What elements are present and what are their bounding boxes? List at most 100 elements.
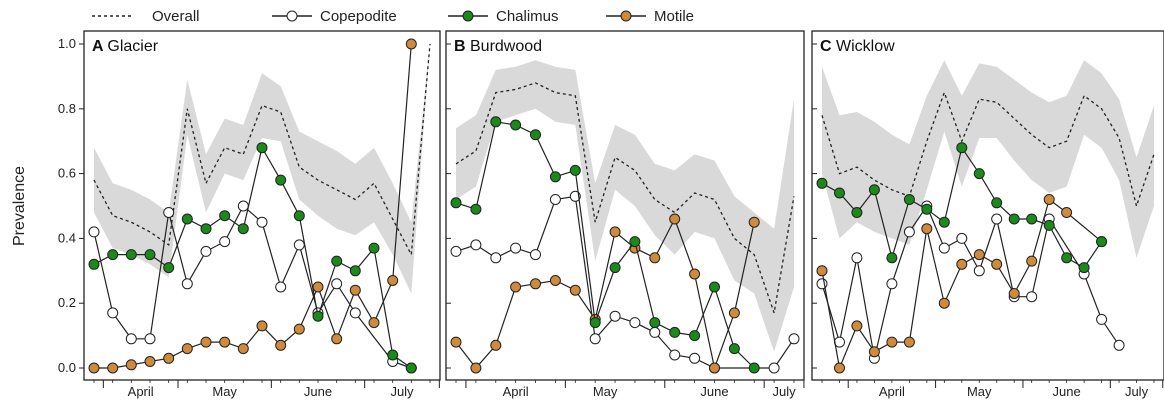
motile-point	[938, 297, 950, 309]
copepodite-point	[163, 207, 175, 218]
chalimus-point	[349, 265, 361, 277]
copepodite-point	[275, 281, 287, 293]
copepodite-point	[200, 245, 212, 257]
chalimus-point	[921, 203, 933, 215]
panel-burdwood: B Burdwood April May June July	[445, 30, 805, 399]
motile-point	[125, 359, 137, 371]
motile-point	[387, 275, 399, 286]
chalimus-point	[1043, 219, 1055, 231]
motile-point	[569, 284, 581, 296]
x-month-label: May	[967, 384, 992, 399]
chalimus-point	[549, 171, 561, 183]
copepodite-line	[455, 195, 795, 369]
chalimus-point	[490, 116, 502, 128]
overall-confidence-band	[822, 60, 1154, 258]
motile-point	[709, 362, 720, 374]
copepodite-point	[1113, 339, 1125, 351]
chalimus-point	[144, 249, 156, 261]
overall-line	[455, 82, 795, 314]
copepodite-point	[788, 333, 800, 345]
motile-point	[868, 346, 880, 358]
y-tick-label: 0.8	[58, 101, 76, 116]
motile-point	[973, 249, 985, 261]
chalimus-point	[510, 119, 522, 131]
legend-chalimus-marker	[462, 10, 474, 22]
copepodite-point	[293, 239, 305, 251]
copepodite-point	[609, 310, 621, 322]
motile-point	[956, 258, 968, 270]
copepodite-point	[256, 216, 268, 228]
chalimus-point	[728, 343, 740, 355]
motile-point	[181, 343, 193, 355]
x-month-label: May	[212, 384, 237, 399]
panel-title: C Wicklow	[820, 38, 895, 55]
copepodite-point	[549, 194, 561, 205]
motile-point	[510, 281, 522, 293]
motile-line	[455, 217, 755, 371]
copepodite-point	[973, 265, 985, 277]
chalimus-point	[709, 281, 720, 293]
y-axis-label: Prevalence	[11, 166, 28, 246]
copepodite-point	[450, 245, 462, 257]
motile-point	[669, 213, 681, 225]
motile-point	[886, 336, 898, 348]
x-month-label: May	[593, 384, 618, 399]
motile-point	[689, 268, 701, 280]
x-month-label: April	[128, 384, 154, 399]
copepodite-point	[689, 352, 701, 364]
chalimus-point	[331, 255, 343, 267]
motile-point	[368, 317, 380, 329]
motile-point	[256, 320, 268, 332]
copepodite-point	[886, 278, 898, 290]
motile-line	[821, 198, 1102, 371]
overall-confidence-band	[94, 44, 430, 294]
copepodite-point	[649, 326, 661, 338]
motile-point	[200, 336, 212, 348]
chalimus-point	[1008, 213, 1020, 225]
chalimus-point	[834, 187, 845, 199]
y-tick-label: 0.4	[58, 230, 76, 245]
copepodite-point	[107, 307, 119, 319]
y-tick-label: 0.2	[58, 295, 76, 310]
copepodite-point	[490, 252, 502, 264]
motile-point	[609, 226, 621, 238]
motile-point	[816, 265, 828, 277]
motile-point	[237, 343, 249, 355]
chalimus-point	[689, 330, 701, 342]
copepodite-point	[125, 333, 137, 345]
motile-point	[219, 336, 231, 348]
copepodite-point	[144, 333, 156, 345]
motile-point	[470, 362, 482, 374]
y-tick-label: 0.6	[58, 166, 76, 181]
motile-point	[88, 362, 100, 374]
chalimus-point	[991, 197, 1003, 209]
chalimus-point	[163, 262, 175, 274]
motile-point	[450, 336, 462, 348]
copepodite-point	[331, 278, 343, 290]
legend-overall-label: Overall	[152, 8, 200, 25]
chalimus-point	[107, 249, 119, 261]
chalimus-point	[368, 242, 380, 254]
y-tick-label: 0.0	[58, 360, 76, 375]
motile-point	[1043, 194, 1055, 205]
chalimus-point	[748, 362, 760, 374]
chalimus-point	[450, 197, 462, 209]
motile-point	[163, 352, 175, 364]
copepodite-point	[530, 249, 541, 261]
copepodite-point	[669, 349, 681, 361]
chalimus-point	[125, 249, 137, 261]
chalimus-point	[530, 129, 541, 141]
chalimus-point	[868, 184, 880, 196]
chalimus-point	[237, 223, 249, 235]
copepodite-point	[851, 252, 863, 264]
motile-point	[748, 216, 760, 228]
x-month-label: April	[503, 384, 529, 399]
x-month-label: July	[1125, 384, 1149, 399]
motile-point	[275, 339, 287, 351]
panels-group: A Glacier 0.0 0.2 0.4 0.6 0.8 1.0 April May June J…	[58, 30, 1164, 399]
chalimus-point	[851, 207, 863, 218]
x-month-label: July	[772, 384, 796, 399]
motile-point	[293, 323, 305, 335]
chalimus-point	[181, 213, 193, 225]
